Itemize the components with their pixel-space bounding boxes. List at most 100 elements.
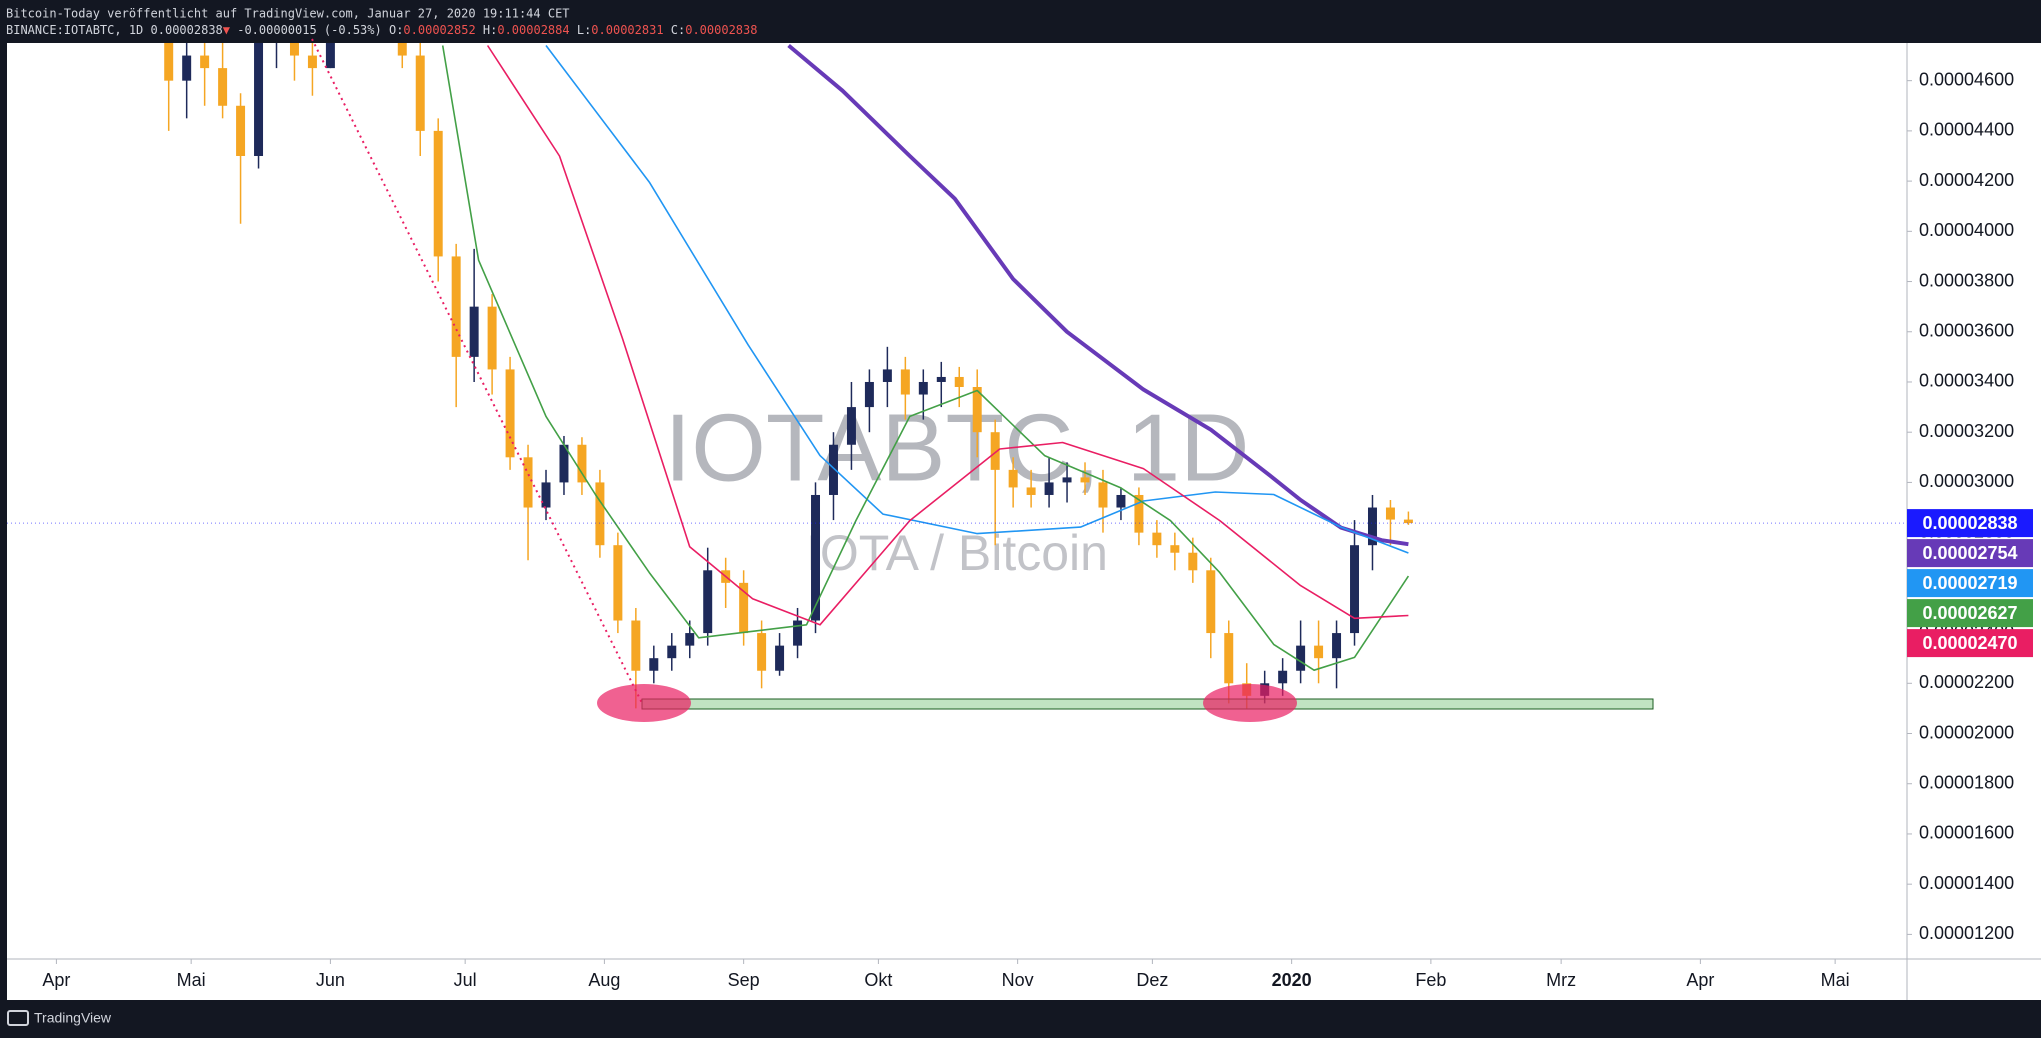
candle-body [595, 482, 605, 546]
candle-body [972, 387, 982, 433]
candle-body [1152, 532, 1162, 546]
candle-body [828, 444, 838, 495]
candle-body [900, 369, 910, 395]
y-tick-label: 0.00004000 [1919, 220, 2014, 240]
x-tick-label: Feb [1415, 970, 1446, 990]
y-tick-label: 0.00004600 [1919, 69, 2014, 89]
x-tick-label: Mai [177, 970, 206, 990]
candle-body [182, 55, 192, 81]
candle-body [864, 381, 874, 408]
price-label-box [1907, 599, 2033, 628]
candle-body [1026, 487, 1036, 495]
candle-body [1403, 519, 1413, 524]
candle-body [1206, 570, 1216, 634]
candle-body [164, 43, 174, 81]
change: -0.00000015 (-0.53%) [237, 23, 382, 37]
candle-body [541, 482, 551, 508]
candle-body [1062, 477, 1072, 483]
candle-body [649, 658, 659, 671]
moving-average-line [441, 45, 1410, 671]
candle-body [811, 494, 821, 621]
candle-body [1224, 633, 1234, 684]
x-tick-label: 2020 [1272, 970, 1312, 990]
candle-body [1332, 633, 1342, 659]
candle-body [1278, 670, 1288, 684]
y-tick-label: 0.00001200 [1919, 923, 2014, 943]
candle-body [433, 130, 443, 257]
candle-body [469, 306, 479, 357]
open-label: O: [389, 23, 403, 37]
candle-body [936, 376, 946, 382]
y-tick-label: 0.00003400 [1919, 371, 2014, 391]
plot-area [7, 43, 1907, 709]
logo-icon [7, 1010, 29, 1026]
candle-body [846, 407, 856, 445]
y-tick-label: 0.00004200 [1919, 170, 2014, 190]
price-label: 0.00002627 [1907, 599, 2033, 628]
candle-body [1134, 494, 1144, 533]
candle-body [918, 381, 928, 395]
low-value: 0.00002831 [591, 23, 663, 37]
price-label-box [1907, 509, 2033, 538]
candle-body [667, 645, 677, 659]
price-label-text: 0.00002754 [1922, 543, 2017, 563]
highlight-ellipse [597, 684, 691, 722]
candle-body [289, 43, 299, 56]
close-value: 0.00002838 [685, 23, 757, 37]
x-tick-label: Mrz [1546, 970, 1576, 990]
candle-body [775, 645, 785, 671]
candle-body [990, 432, 1000, 470]
candle-body [793, 620, 803, 646]
support-zone [641, 698, 1654, 710]
candle-body [1008, 469, 1018, 488]
open-value: 0.00002852 [403, 23, 475, 37]
price-label-text: 0.00002838 [1922, 513, 2017, 533]
axes: 0.00001200 0.00001400 0.00001600 0.00001800… [42, 69, 2033, 990]
price-label-text: 0.00002470 [1922, 633, 2017, 653]
candle-body [1350, 545, 1360, 634]
low-label: L: [577, 23, 591, 37]
candle-body [307, 55, 317, 69]
candle-body [254, 43, 264, 156]
candle-body [1098, 482, 1108, 508]
x-tick-label: Aug [588, 970, 620, 990]
candle-body [325, 43, 335, 69]
candle-body [613, 545, 623, 621]
price-label: 0.00002838 [1907, 509, 2033, 538]
price-label: 0.00002470 [1907, 629, 2033, 658]
y-tick-label: 0.00003200 [1919, 421, 2014, 441]
candle-body [397, 43, 407, 56]
high-value: 0.00002884 [497, 23, 569, 37]
drawings [311, 38, 1654, 722]
published-line: Bitcoin-Today veröffentlicht auf Trading… [6, 7, 570, 21]
x-tick-label: Sep [728, 970, 760, 990]
candle-body [487, 306, 497, 370]
price-label-text: 0.00002627 [1922, 603, 2017, 623]
candle-body [200, 55, 210, 69]
candle-body [1296, 645, 1306, 671]
candle-body [757, 633, 767, 671]
candle-body [577, 444, 587, 483]
price-label: 0.00002754 [1907, 539, 2033, 568]
price-label-box [1907, 569, 2033, 598]
candle-body [523, 457, 533, 508]
candle-body [505, 369, 515, 458]
y-tick-label: 0.00001800 [1919, 772, 2014, 792]
moving-average-line [486, 45, 1409, 626]
candle-body [703, 570, 713, 634]
high-label: H: [483, 23, 497, 37]
price-label: 0.00002719 [1907, 569, 2033, 598]
candle-body [1188, 552, 1198, 571]
footer-logo: TradingView [7, 1010, 112, 1026]
y-tick-label: 0.00002200 [1919, 672, 2014, 692]
candle-body [415, 55, 425, 131]
y-tick-label: 0.00004400 [1919, 120, 2014, 140]
last-price: 0.00002838 [151, 23, 223, 37]
candle-body [218, 68, 228, 106]
change-arrow: ▼ [223, 23, 231, 37]
watermark-subtitle: IOTA / Bitcoin [806, 525, 1108, 581]
watermark: IOTABTC, 1D IOTA / Bitcoin [665, 394, 1250, 581]
price-label-box [1907, 539, 2033, 568]
y-tick-label: 0.00001600 [1919, 823, 2014, 843]
